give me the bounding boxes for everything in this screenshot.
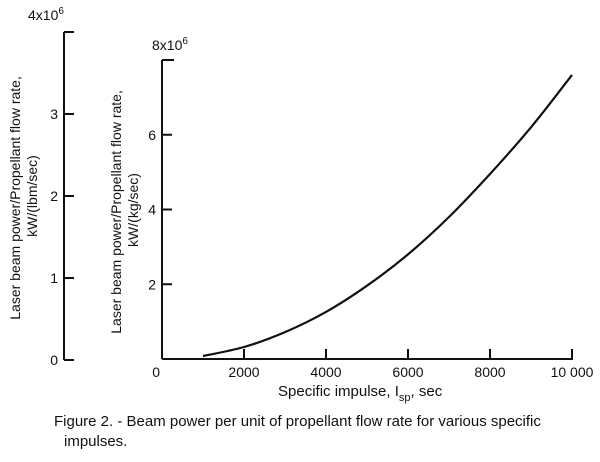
caption-line-2: impulses. [64, 433, 128, 450]
main-y-top-base: 8x10 [152, 37, 183, 53]
main-y-tick-label: 4 [148, 202, 156, 218]
left-tick-label: 2 [50, 188, 58, 204]
main-y-tick-label: 2 [148, 276, 156, 292]
figure-caption: Figure 2. - Beam power per unit of prope… [54, 412, 584, 452]
x-label-main: Specific impulse, I [278, 383, 399, 400]
series-layer [202, 74, 573, 358]
left-axis-top-base: 4x10 [28, 7, 59, 23]
main-y-tick-label: 6 [148, 127, 156, 143]
main-y-top-exp: 6 [182, 36, 188, 47]
x-label-sub: sp [399, 392, 411, 404]
left-axis-top-label: 4x106 [28, 6, 64, 23]
main-x-tick-label: 4000 [310, 364, 341, 380]
left-axis: 4x106 0 1 2 3 Laser beam power/Propellant f… [7, 6, 74, 368]
left-tick-label: 3 [50, 106, 58, 122]
series-line [202, 74, 573, 358]
left-tick-label: 1 [50, 270, 58, 286]
main-axes: 8x106 246 0 2000 4000 6000 8000 10 000 Laser … [108, 36, 594, 404]
main-y-label-line1: Laser beam power/Propellant flow rate, [108, 90, 124, 334]
main-y-top-label: 8x106 [152, 36, 188, 53]
main-x-axis-label: Specific impulse, Isp, sec [278, 383, 443, 404]
x-label-unit: , sec [411, 383, 443, 400]
main-y-axis-label: Laser beam power/Propellant flow rate, k… [108, 86, 141, 333]
left-axis-label: Laser beam power/Propellant flow rate, k… [7, 72, 40, 319]
main-x-tick-label: 6000 [392, 364, 423, 380]
left-axis-label-line2: kW/(lbm/sec) [24, 155, 40, 237]
left-axis-label-line1: Laser beam power/Propellant flow rate, [7, 76, 23, 320]
main-y-label-line2: kW/(kg/sec) [125, 173, 141, 247]
left-axis-ticks: 0 1 2 3 [50, 106, 74, 368]
main-x-ticks: 0 2000 4000 6000 8000 10 000 [152, 349, 594, 380]
caption-line-1: Figure 2. - Beam power per unit of prope… [54, 413, 541, 430]
left-tick-label: 0 [50, 352, 58, 368]
main-x-tick-label: 2000 [228, 364, 259, 380]
left-axis-top-exp: 6 [58, 6, 64, 17]
main-x-tick-label: 10 000 [551, 364, 594, 380]
main-y-ticks: 2 4 6 [148, 127, 172, 292]
main-x-tick-label: 8000 [474, 364, 505, 380]
main-x-tick-label: 0 [152, 364, 160, 380]
